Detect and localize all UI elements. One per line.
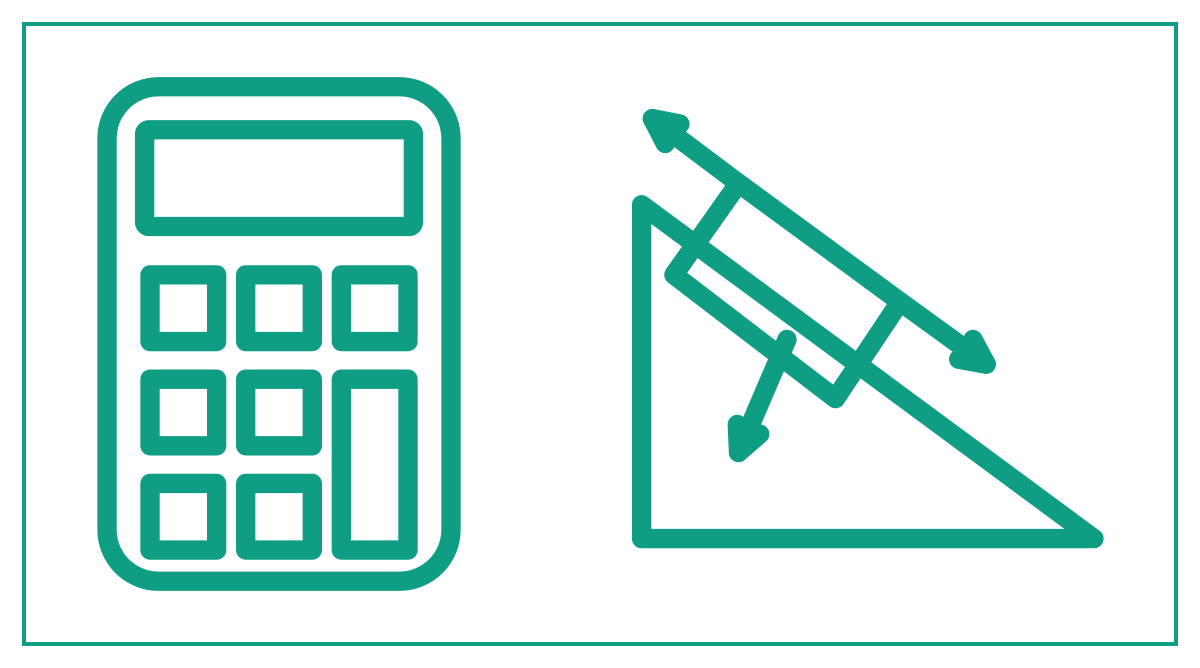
calculator-button-3 [150,379,217,446]
calculator-button-0 [150,275,217,342]
calculator-button-6 [245,483,312,550]
calculator-icon [64,64,494,604]
calculator-screen [144,130,413,227]
illustration-row [22,22,1178,646]
calculator-button-5 [150,483,217,550]
calculator-button-2 [341,275,408,342]
friction-arrow [652,119,738,184]
normal-arrow [737,339,787,452]
calculator-button-1 [245,275,312,342]
calculator-button-7 [341,379,408,550]
incline-block [673,183,899,398]
incline-triangle [641,205,1093,539]
inclined-plane-icon [577,74,1137,594]
calculator-button-4 [245,379,312,446]
downslope-arrow [900,302,986,364]
